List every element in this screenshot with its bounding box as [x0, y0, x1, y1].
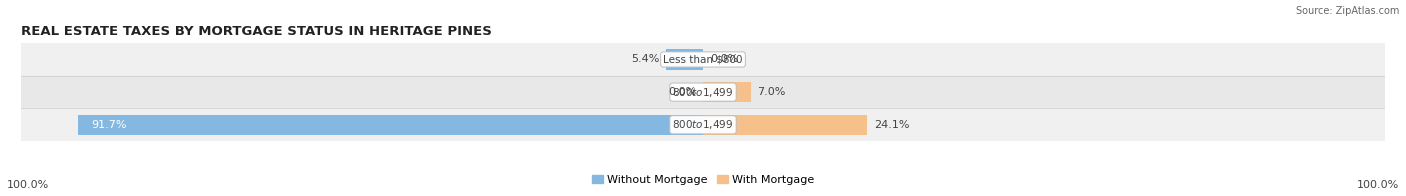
Text: Source: ZipAtlas.com: Source: ZipAtlas.com — [1295, 6, 1399, 16]
Bar — [77, 115, 703, 135]
Text: 100.0%: 100.0% — [7, 180, 49, 190]
Text: 7.0%: 7.0% — [758, 87, 786, 97]
Text: $800 to $1,499: $800 to $1,499 — [672, 118, 734, 131]
Bar — [666, 49, 703, 70]
Bar — [703, 82, 751, 102]
Text: 5.4%: 5.4% — [631, 54, 659, 64]
Text: $800 to $1,499: $800 to $1,499 — [672, 86, 734, 99]
Text: 0.0%: 0.0% — [710, 54, 738, 64]
Bar — [21, 108, 1385, 141]
Text: Less than $800: Less than $800 — [664, 54, 742, 64]
Bar — [21, 43, 1385, 76]
Text: 100.0%: 100.0% — [1357, 180, 1399, 190]
Text: 24.1%: 24.1% — [875, 120, 910, 130]
Text: 91.7%: 91.7% — [91, 120, 127, 130]
Legend: Without Mortgage, With Mortgage: Without Mortgage, With Mortgage — [588, 171, 818, 190]
Bar — [21, 76, 1385, 108]
Bar — [703, 115, 868, 135]
Text: 0.0%: 0.0% — [668, 87, 696, 97]
Text: REAL ESTATE TAXES BY MORTGAGE STATUS IN HERITAGE PINES: REAL ESTATE TAXES BY MORTGAGE STATUS IN … — [21, 25, 492, 38]
